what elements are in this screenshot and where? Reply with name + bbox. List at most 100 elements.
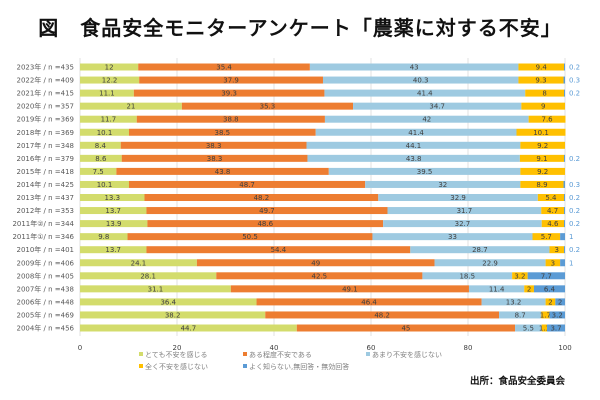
bar-segment [372, 233, 533, 241]
bar-segment [422, 272, 513, 280]
bar-segment [378, 194, 538, 201]
category-label: 2011年①/ n =346 [12, 232, 74, 241]
category-label: 2006年 / n =448 [16, 297, 74, 306]
category-label: 2015年 / n =418 [16, 167, 74, 176]
chart-title: 図 食品安全モニターアンケート「農薬に対する不安」 [38, 16, 562, 40]
data-label: 48.6 [257, 220, 273, 228]
legend-entry: あまり不安を感じない [372, 350, 442, 359]
data-label: 13.2 [506, 298, 522, 306]
bar-segment [138, 63, 310, 71]
bar-segment [520, 167, 565, 175]
data-label: 32.7 [455, 220, 471, 228]
data-label: 24.1 [131, 259, 147, 267]
data-label: 1.1 [539, 325, 550, 333]
data-label: 42.5 [312, 272, 328, 280]
data-label: 0.2 [569, 194, 580, 202]
data-label: 9 [541, 103, 545, 111]
bar-segment [315, 128, 517, 136]
bar-segment [541, 311, 550, 319]
data-label: 3.7 [550, 325, 561, 333]
data-label: 0.2 [569, 220, 580, 228]
bar-segment [518, 76, 564, 84]
data-label: 0.2 [569, 90, 580, 98]
data-label: 0.3 [569, 181, 580, 189]
category-label: 2020年 / n =357 [16, 102, 74, 111]
bar-segment [296, 324, 516, 332]
bar-segment [309, 63, 519, 71]
data-label: 12 [105, 64, 114, 72]
bar-segment [468, 285, 525, 293]
bar-segment [547, 324, 565, 332]
data-label: 22.9 [482, 259, 498, 267]
data-label: 44.7 [181, 325, 197, 333]
data-label: 45 [401, 325, 410, 333]
data-label: 8.6 [95, 155, 107, 163]
bar-segment [307, 154, 520, 162]
data-label: 40.3 [413, 77, 429, 85]
bar-segment [541, 324, 548, 332]
bar-segment [80, 311, 266, 319]
bar-segment [144, 194, 379, 201]
bar-segment [324, 115, 529, 123]
x-tick-label: 80 [464, 344, 473, 352]
legend-entry: 全く不安を感じない [145, 362, 208, 371]
bar-segment [136, 115, 325, 123]
data-label: 10.1 [97, 129, 113, 137]
bar-segment [515, 324, 542, 332]
data-label: 9.2 [537, 168, 548, 176]
bar-segment [80, 220, 148, 228]
bar-segment [499, 311, 542, 319]
data-label: 46.4 [361, 298, 377, 306]
category-label: 2005年 / n =469 [16, 310, 74, 319]
data-label: 13.7 [105, 207, 121, 215]
data-label: 54.4 [271, 246, 287, 254]
bar-segment [541, 220, 565, 228]
bar-segment [549, 246, 565, 254]
bar-segment [265, 311, 500, 319]
x-tick-label: 40 [270, 344, 279, 352]
bar-segment [80, 207, 147, 215]
data-label: 34.7 [429, 103, 445, 111]
data-label: 10.1 [97, 181, 113, 189]
data-label: 7.6 [541, 116, 553, 124]
bar-segment [545, 259, 561, 267]
bar-segment [80, 141, 121, 149]
data-label: 35.4 [216, 64, 232, 72]
bar-segment [545, 298, 556, 306]
data-label: 13.3 [104, 194, 120, 202]
bar-segment [521, 102, 565, 110]
data-label: 9.1 [536, 155, 547, 163]
bar-segment [516, 128, 566, 136]
data-label: 50.5 [242, 233, 258, 241]
bar-segment [527, 272, 565, 280]
bar-segment [520, 141, 565, 149]
x-ticks: 0 20 40 60 80 100 [78, 344, 572, 352]
data-label: 31.7 [457, 207, 473, 215]
legend-swatch [243, 364, 247, 368]
data-label: 43.8 [406, 155, 422, 163]
bar-segment [387, 207, 542, 215]
x-tick-label: 20 [173, 344, 182, 352]
bar-segment [80, 259, 197, 267]
bar-segment [128, 128, 316, 136]
bar-segment [80, 272, 217, 280]
data-label: 35.3 [260, 103, 276, 111]
bar-segment [560, 259, 565, 267]
data-label: 32.9 [450, 194, 466, 202]
data-label: 49.7 [259, 207, 275, 215]
bar-segment [80, 324, 297, 332]
bar-segment [216, 272, 423, 280]
data-label: 1 [569, 233, 573, 241]
bar-segment [533, 285, 565, 293]
bar-segment [549, 311, 565, 319]
x-tick-label: 100 [558, 344, 571, 352]
bar-segment [80, 63, 139, 71]
data-label: 11.1 [99, 90, 115, 98]
bar-segment [80, 298, 257, 306]
bar-segment [555, 298, 565, 306]
data-label: 9.4 [536, 64, 548, 72]
bar-segment [564, 89, 565, 97]
bar-segment [563, 76, 565, 84]
bar-segment [328, 167, 521, 175]
